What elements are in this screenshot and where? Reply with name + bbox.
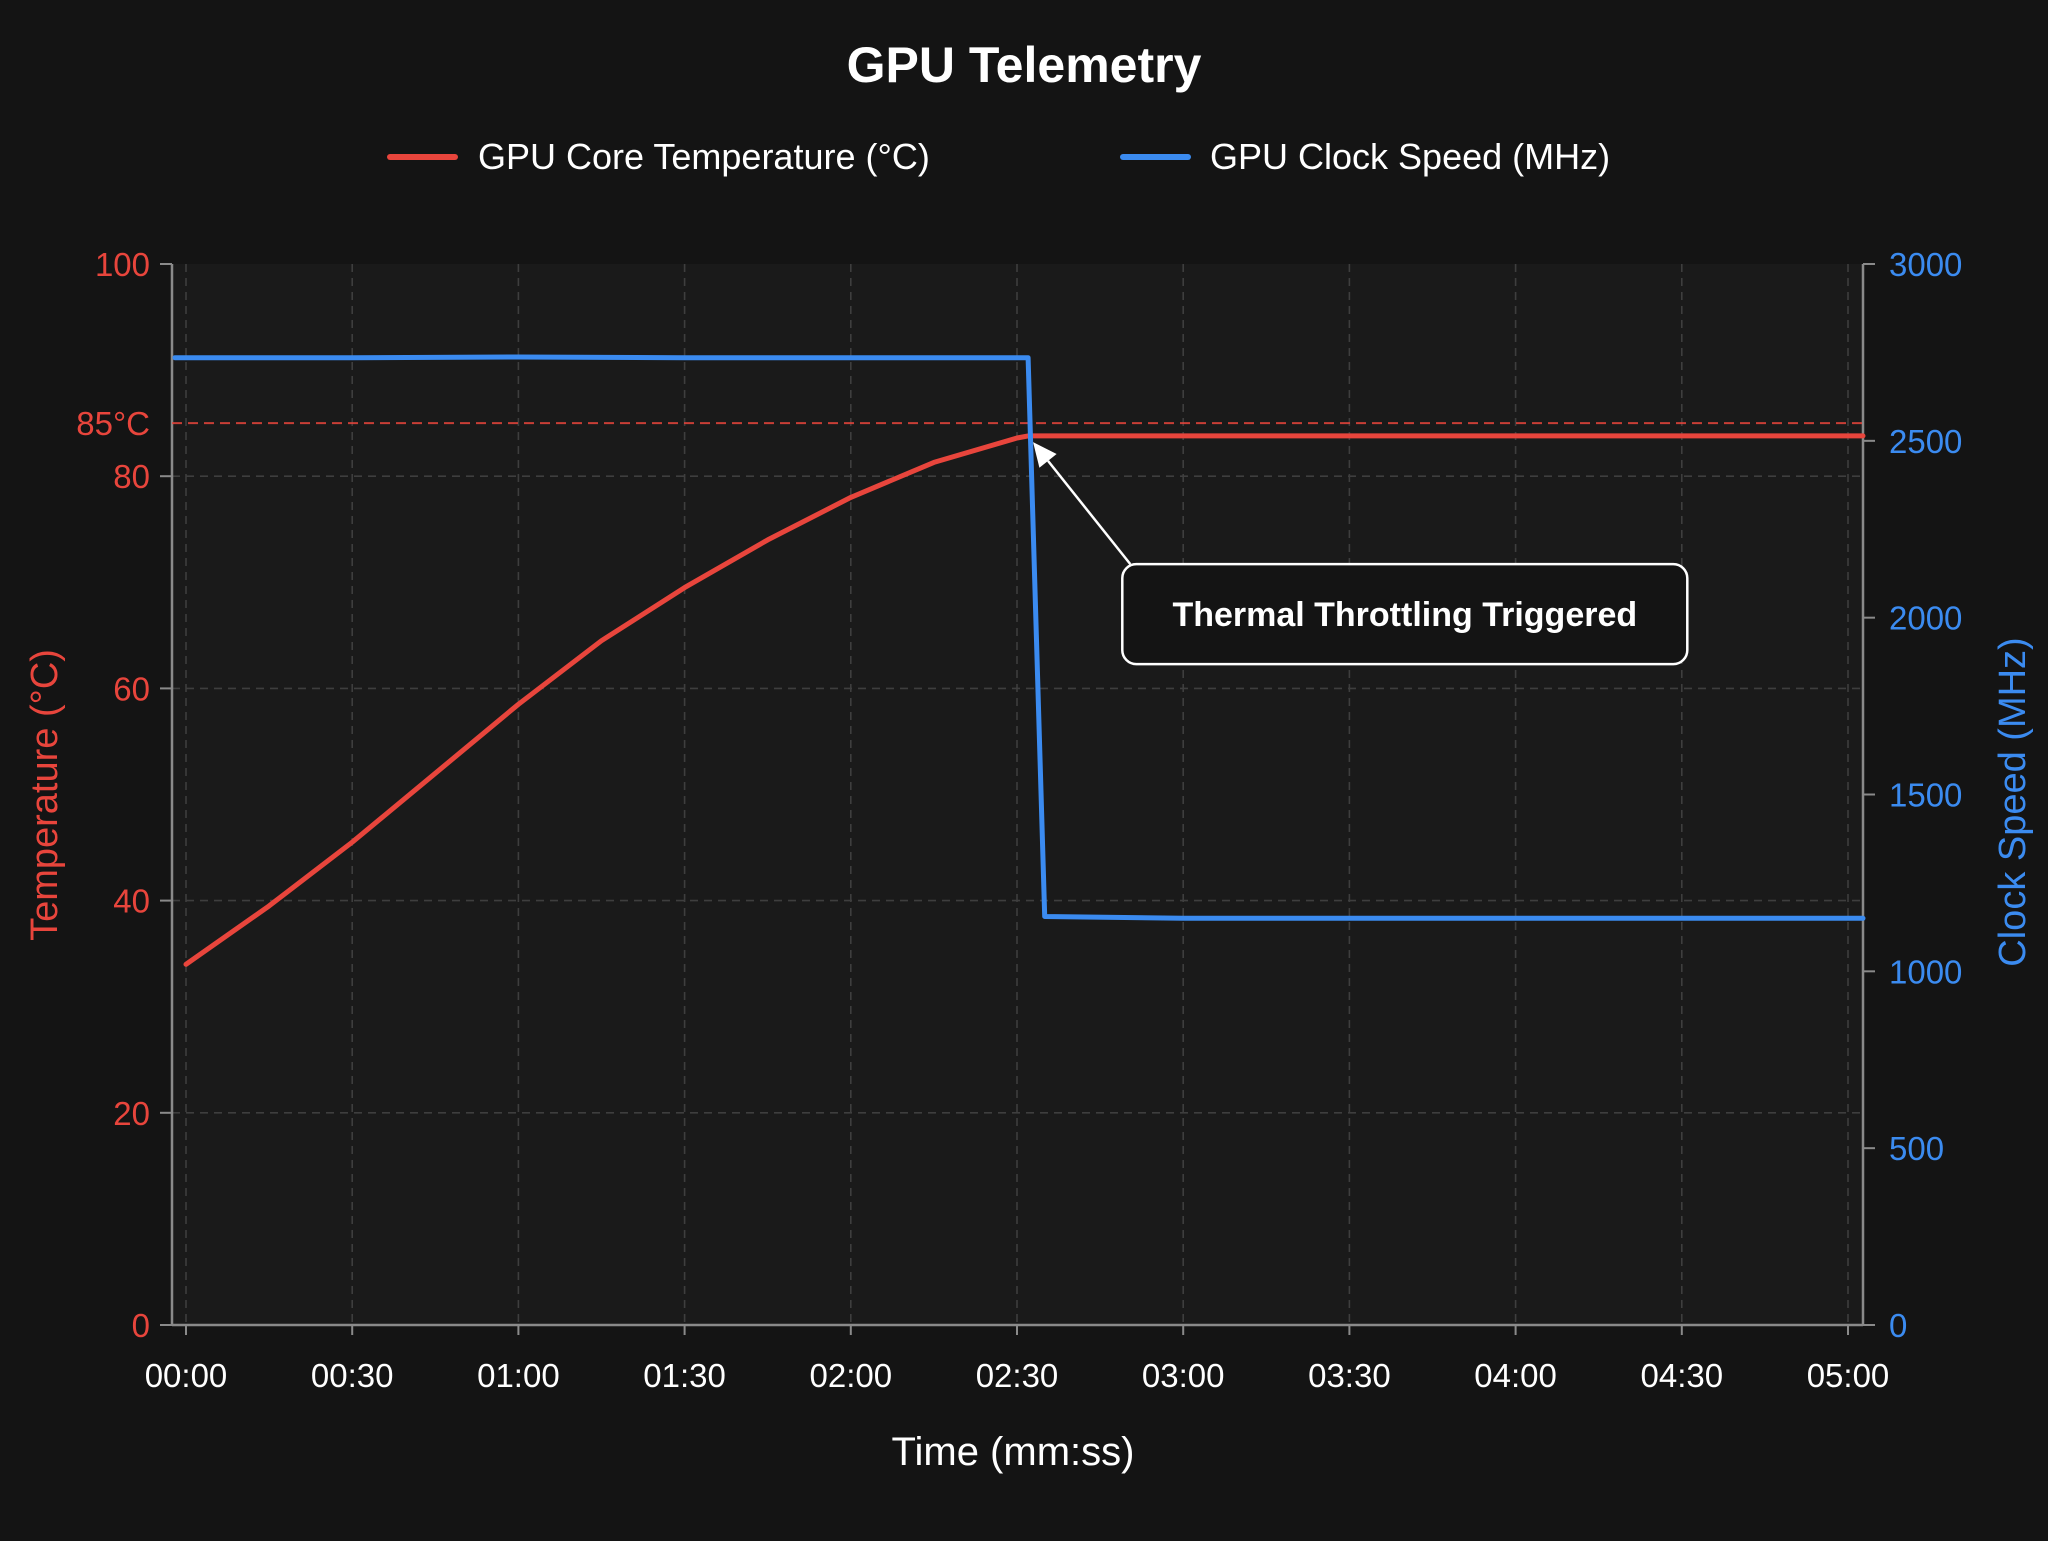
- x-tick-label: 03:30: [1308, 1357, 1391, 1394]
- y-right-tick-label: 3000: [1889, 246, 1962, 283]
- annotations: Thermal Throttling Triggered: [1033, 442, 1689, 666]
- axes: [160, 263, 1875, 1335]
- annotation-box: [1121, 562, 1689, 666]
- x-tick-label: 01:30: [643, 1357, 726, 1394]
- y-right-tick-label: 500: [1889, 1130, 1944, 1167]
- annotation-text: Thermal Throttling Triggered: [1172, 596, 1637, 634]
- x-tick-label: 05:00: [1807, 1357, 1890, 1394]
- y-left-tick-label: 60: [113, 670, 150, 707]
- clock-speed-series-line: [172, 354, 1866, 921]
- series-group: [172, 354, 1866, 967]
- x-tick-label: 00:00: [145, 1357, 228, 1394]
- annotation-arrow-head: [1033, 442, 1057, 468]
- y-left-tick-label: 20: [113, 1095, 150, 1132]
- temperature-series-line: [183, 433, 1866, 967]
- legend-label: GPU Clock Speed (MHz): [1210, 136, 1610, 177]
- grid: [172, 264, 1863, 1325]
- y-right-tick-label: 0: [1889, 1307, 1907, 1344]
- x-tick-label: 00:30: [311, 1357, 394, 1394]
- legend: GPU Core Temperature (°C) GPU Clock Speed…: [387, 136, 1610, 177]
- y-axis-label-left: Temperature (°C): [24, 649, 66, 941]
- y-right-tick-label: 1000: [1889, 953, 1962, 990]
- y-left-tick-label: 40: [113, 883, 150, 920]
- annotation-arrow-line: [1047, 460, 1132, 565]
- x-tick-label: 02:30: [976, 1357, 1059, 1394]
- x-tick-label: 02:00: [810, 1357, 893, 1394]
- chart-title: GPU Telemetry: [847, 37, 1202, 93]
- y-right-tick-label: 2500: [1889, 423, 1962, 460]
- x-axis-label: Time (mm:ss): [892, 1430, 1135, 1474]
- threshold-group: 85°C: [76, 405, 1863, 442]
- x-tick-label: 03:00: [1142, 1357, 1225, 1394]
- y-right-tick-label: 2000: [1889, 600, 1962, 637]
- legend-label: GPU Core Temperature (°C): [478, 136, 930, 177]
- threshold-label: 85°C: [76, 405, 150, 442]
- tick-labels: 00:00 00:30 01:00 01:30 02:00 02:30 03:00 03:30…: [95, 246, 1962, 1394]
- y-left-tick-label: 80: [113, 458, 150, 495]
- y-left-tick-label: 0: [132, 1307, 150, 1344]
- x-tick-label: 01:00: [477, 1357, 560, 1394]
- y-left-tick-label: 100: [95, 246, 150, 283]
- y-axis-label-right: Clock Speed (MHz): [1992, 637, 2034, 966]
- y-right-tick-label: 1500: [1889, 777, 1962, 814]
- x-tick-label: 04:30: [1641, 1357, 1724, 1394]
- x-tick-label: 04:00: [1474, 1357, 1557, 1394]
